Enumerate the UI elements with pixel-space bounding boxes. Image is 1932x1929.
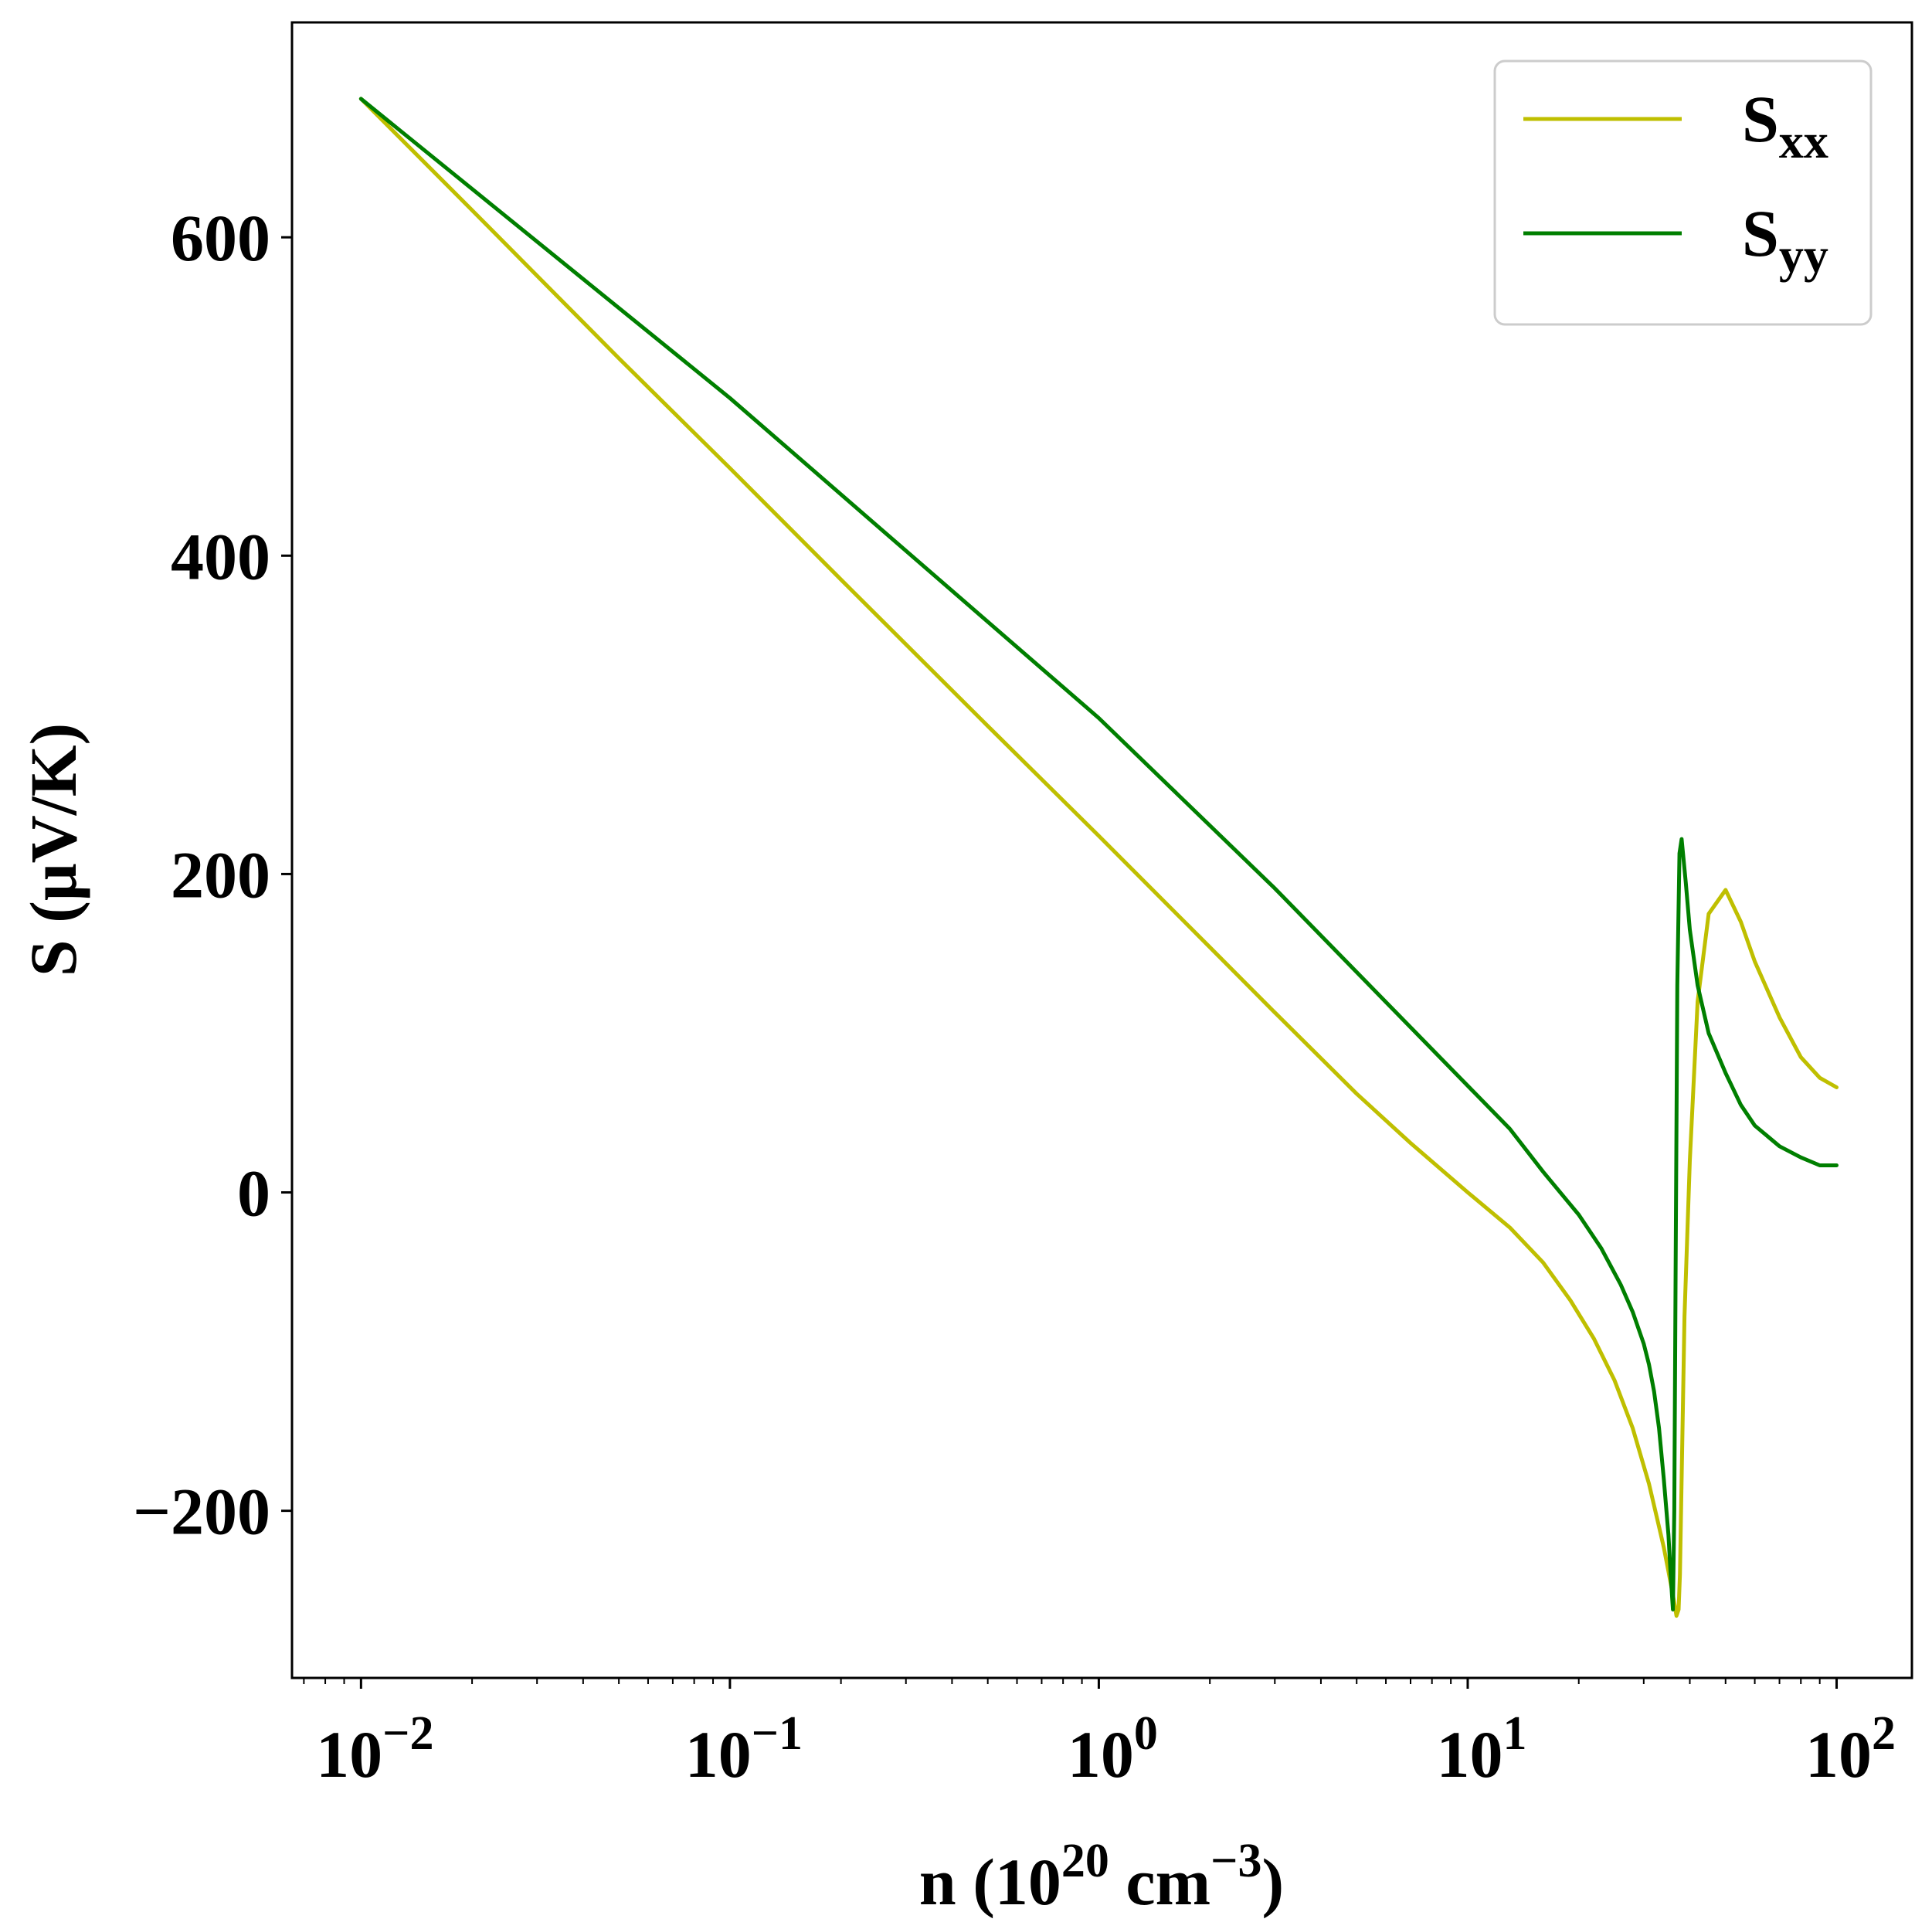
- y-tick-label: −200: [133, 1475, 270, 1549]
- y-tick-label: 0: [237, 1156, 270, 1231]
- legend-frame: [1493, 59, 1873, 326]
- plot-frame: [290, 21, 1913, 1679]
- series-line-syy: [358, 97, 1839, 1611]
- x-tick-label: 10−1: [685, 1707, 803, 1791]
- series-layer: [358, 97, 1839, 1618]
- x-tick-label: 100: [1068, 1707, 1158, 1791]
- y-axis: −200 0 200 400 600: [133, 201, 292, 1549]
- x-axis-label: n (1020 cm−3): [919, 1835, 1284, 1919]
- y-tick-label: 400: [171, 519, 270, 593]
- y-axis-label: S (μV/K): [16, 723, 90, 976]
- legend: Sxx Syy: [1493, 59, 1873, 326]
- legend-label-sxx: Sxx: [1742, 82, 1828, 168]
- legend-label-syy: Syy: [1742, 196, 1828, 283]
- x-tick-label: 10−2: [316, 1707, 433, 1791]
- x-tick-label: 101: [1436, 1707, 1526, 1791]
- x-tick-label: 102: [1805, 1707, 1896, 1791]
- series-line-sxx: [358, 97, 1839, 1618]
- y-tick-label: 200: [171, 837, 270, 912]
- y-tick-label: 600: [171, 201, 270, 275]
- x-axis: 10−2 10−1 100 101 102: [303, 1678, 1896, 1791]
